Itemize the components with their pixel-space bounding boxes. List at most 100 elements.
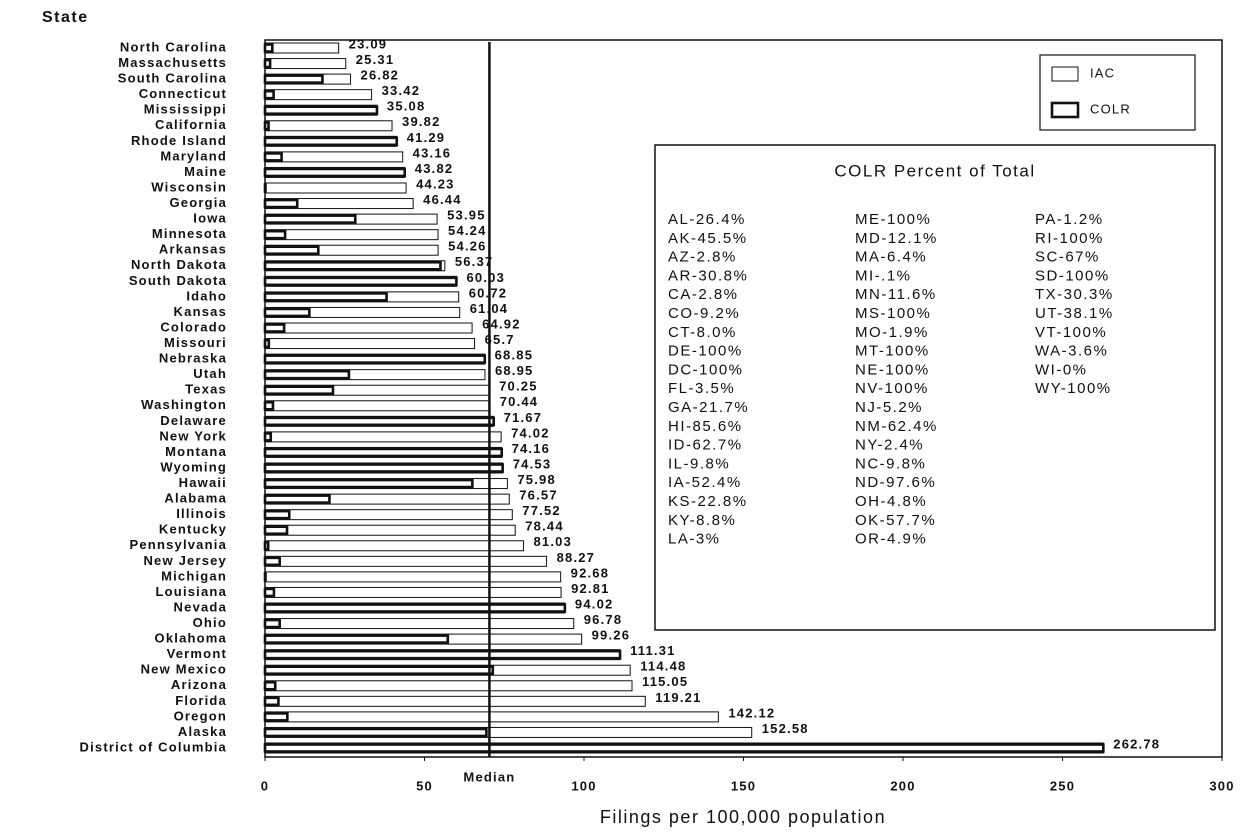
inset-entry: NY-2.4% (855, 437, 924, 454)
value-label: 54.24 (448, 223, 487, 238)
inset-entry: SC-67% (1035, 249, 1100, 266)
inset-entry: MO-1.9% (855, 324, 929, 341)
value-label: 35.08 (387, 99, 426, 114)
y-tick-label: Utah (193, 366, 227, 381)
inset-entry: GA-21.7% (668, 399, 749, 416)
inset-entry: CO-9.2% (668, 305, 740, 322)
inset-entry: OH-4.8% (855, 493, 927, 510)
value-label: 60.72 (469, 285, 508, 300)
y-tick-label: Idaho (186, 288, 227, 303)
y-tick-label: Colorado (160, 319, 227, 334)
y-tick-label: Massachusetts (118, 55, 227, 70)
value-label: 115.05 (642, 674, 688, 689)
bar-iac (264, 431, 502, 443)
value-label: 65.7 (485, 332, 515, 347)
bar-colr (263, 400, 275, 411)
value-label: 64.92 (482, 316, 521, 331)
legend-label: IAC (1090, 65, 1115, 80)
y-tick-label: Mississippi (144, 102, 227, 117)
value-label: 74.02 (511, 425, 550, 440)
value-label: 99.26 (592, 628, 631, 643)
bar-iac (264, 571, 562, 583)
bar-iac (264, 540, 524, 552)
bar-colr (263, 307, 311, 318)
y-tick-label: Illinois (176, 506, 227, 521)
y-tick-label: Oklahoma (155, 631, 227, 646)
bar-colr (263, 680, 277, 691)
inset-entry: MI-.1% (855, 267, 912, 284)
bar-iac (264, 58, 347, 70)
inset-entry: AL-26.4% (668, 211, 746, 228)
bar-colr (263, 618, 281, 629)
bar-colr (263, 447, 503, 458)
inset-entry: LA-3% (668, 531, 721, 548)
y-tick-label: Texas (185, 382, 227, 397)
bar-iac (264, 711, 719, 723)
bar-colr (263, 649, 622, 660)
inset-entry: TX-30.3% (1035, 286, 1114, 303)
bar-colr (263, 743, 1105, 753)
y-tick-label: New Jersey (143, 553, 227, 568)
bar-colr (263, 556, 281, 567)
inset-entry: OR-4.9% (855, 531, 927, 548)
bar-colr (263, 385, 335, 396)
inset-entry: DC-100% (668, 361, 744, 378)
y-tick-label: Alaska (178, 724, 227, 739)
value-label: 43.16 (413, 145, 452, 160)
inset-entry: DE-100% (668, 343, 743, 360)
inset-entry: MD-12.1% (855, 230, 938, 247)
y-tick-label: Vermont (167, 646, 227, 661)
y-tick-label: Georgia (169, 195, 227, 210)
bar-iac (264, 524, 516, 536)
x-tick-label: 200 (890, 778, 915, 793)
bar-colr (263, 245, 320, 256)
y-tick-label: North Dakota (131, 257, 227, 272)
inset-entry: IL-9.8% (668, 455, 730, 472)
value-label: 26.82 (361, 68, 400, 83)
inset-entry: NE-100% (855, 361, 930, 378)
value-label: 75.98 (517, 472, 556, 487)
bar-colr (263, 58, 272, 69)
y-tick-label: Kansas (174, 304, 227, 319)
y-tick-label: New Mexico (141, 662, 227, 677)
y-tick-label: Alabama (164, 491, 227, 506)
inset-entry: OK-57.7% (855, 512, 936, 529)
value-label: 33.42 (382, 83, 421, 98)
value-label: 88.27 (557, 550, 596, 565)
value-label: 39.82 (402, 114, 441, 129)
bar-colr (263, 727, 488, 738)
bar-iac (264, 555, 548, 567)
bar-colr (263, 696, 280, 707)
value-label: 262.78 (1113, 736, 1160, 751)
x-tick-label: 0 (261, 778, 269, 793)
bar-iac (264, 680, 633, 692)
y-tick-label: Louisiana (156, 584, 227, 599)
y-tick-label: Rhode Island (131, 133, 227, 148)
bar-colr (263, 494, 331, 504)
bar-colr (263, 354, 487, 364)
y-tick-label: Missouri (164, 335, 227, 350)
bar-colr (263, 198, 299, 209)
bar-iac (264, 89, 373, 101)
bar-colr (263, 432, 273, 442)
value-label: 92.81 (571, 581, 610, 596)
bar-colr (263, 634, 450, 644)
value-label: 68.85 (495, 348, 534, 363)
bar-colr (263, 572, 267, 582)
y-tick-label: Florida (175, 693, 227, 708)
inset-title: COLR Percent of Total (834, 161, 1035, 180)
legend-swatch (1050, 101, 1080, 119)
y-tick-label: Arkansas (159, 242, 227, 257)
inset-entry: WY-100% (1035, 380, 1112, 397)
y-tick-label: California (155, 117, 227, 132)
value-label: 119.21 (655, 690, 701, 705)
y-tick-label: Ohio (193, 615, 227, 630)
value-label: 68.95 (495, 363, 534, 378)
inset-box (654, 144, 1216, 631)
inset-entry: ND-97.6% (855, 474, 936, 491)
y-tick-label: Connecticut (139, 86, 227, 101)
bar-colr (263, 74, 324, 84)
value-label: 41.29 (407, 130, 446, 145)
x-tick-label: 250 (1050, 778, 1075, 793)
y-tick-label: South Dakota (129, 273, 227, 288)
